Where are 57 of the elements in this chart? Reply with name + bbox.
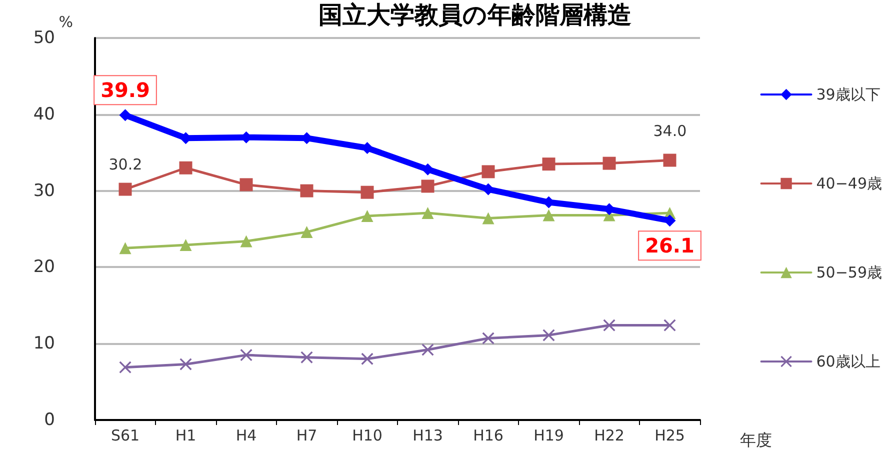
x-tick-label: H22 [594,426,624,444]
point [422,344,434,356]
legend-label: 39歳以下 [816,86,880,104]
x-tick-label: S61 [110,426,140,444]
legend-label: 40−49歳 [816,174,882,192]
point [482,212,494,224]
y-tick-label: 0 [44,410,55,430]
data-label: 26.1 [645,234,694,258]
point [603,319,616,332]
point [542,329,555,342]
point [422,206,434,219]
x-tick-label: H1 [175,426,196,444]
point [542,209,555,222]
x-tick-label: H19 [534,426,564,444]
point [360,186,374,199]
point [240,235,252,248]
point [180,358,192,370]
point [663,154,676,167]
point [602,156,616,170]
x-tick-label: H16 [473,426,504,444]
legend-label: 50−59歳 [816,264,882,282]
y-tick-label: 20 [33,257,55,278]
x-tick-label: H10 [352,426,382,444]
point [240,178,253,192]
point [664,319,676,332]
x-tick-label: H13 [412,426,443,444]
x-axis-title: 年度 [740,430,772,450]
x-tick-label: H7 [296,426,318,444]
point [422,163,434,176]
legend-label: 60歳以上 [816,352,880,370]
point [180,239,192,252]
point [118,182,132,196]
y-tick-label: 40 [33,104,55,124]
chart-title: 国立大学教員の年齢階層構造 [318,1,632,29]
data-label: 39.9 [100,78,150,102]
y-tick-label: 30 [33,180,55,201]
point [361,210,374,222]
point [240,349,252,362]
point [361,352,374,365]
point [421,180,434,193]
data-label: 34.0 [653,122,687,140]
point [119,361,132,374]
point [119,242,132,254]
point [300,351,313,364]
point [482,332,494,344]
y-tick-label: 50 [33,28,55,48]
y-axis-title: % [58,13,73,32]
y-tick-label: 10 [33,334,55,354]
point [542,158,556,171]
data-label: 30.2 [108,155,142,174]
x-tick-label: H25 [654,426,685,444]
point [119,109,132,122]
point [179,161,192,174]
point [482,165,495,178]
point [300,184,314,198]
x-tick-label: H4 [236,426,257,444]
point [300,226,313,238]
